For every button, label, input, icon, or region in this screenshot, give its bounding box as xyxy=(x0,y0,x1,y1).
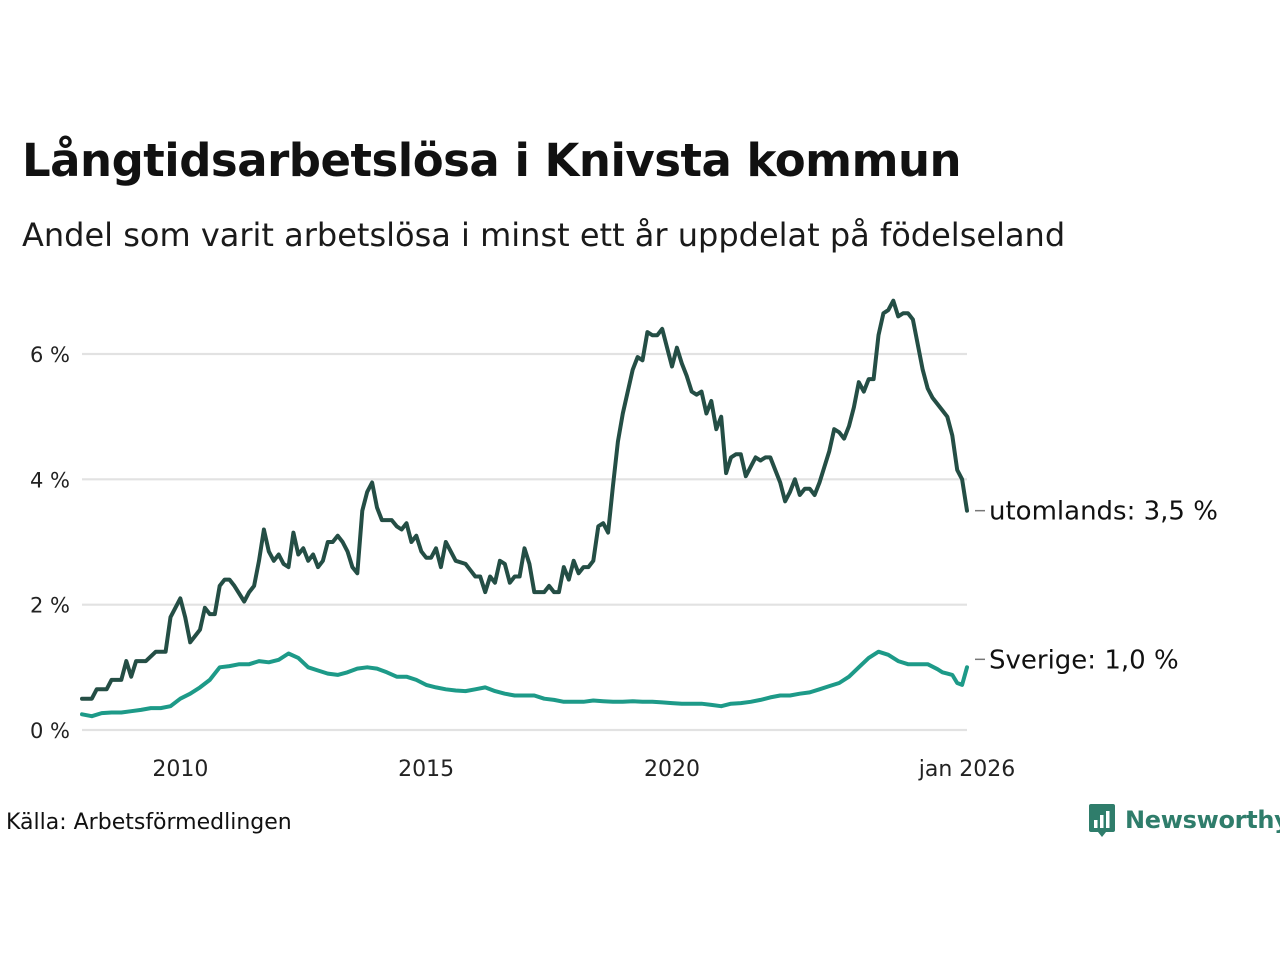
series-end-labels: utomlands: 3,5 % Sverige: 1,0 % xyxy=(975,497,1218,675)
newsworthy-logo[interactable]: Newsworthy xyxy=(1087,802,1280,838)
end-label-sverige: Sverige: 1,0 % xyxy=(989,645,1179,675)
newsworthy-logo-text: Newsworthy xyxy=(1125,806,1280,834)
y-tick-label: 6 % xyxy=(30,343,70,367)
chart-subtitle: Andel som varit arbetslösa i minst ett å… xyxy=(22,216,1066,254)
x-tick-label: 2010 xyxy=(152,757,208,782)
x-tick-label: 2015 xyxy=(398,757,454,782)
series-line-utomlands xyxy=(80,298,969,701)
chart-title: Långtidsarbetslösa i Knivsta kommun xyxy=(22,134,962,187)
x-tick-label: 2020 xyxy=(644,757,700,782)
y-tick-label: 0 % xyxy=(30,719,70,743)
y-tick-label: 2 % xyxy=(30,594,70,618)
newsworthy-logo-icon xyxy=(1089,804,1115,837)
x-axis-tick-labels: 2010 2015 2020 jan 2026 xyxy=(152,757,1015,782)
y-tick-label: 4 % xyxy=(30,468,70,492)
source-note: Källa: Arbetsförmedlingen xyxy=(6,810,292,835)
x-tick-label: jan 2026 xyxy=(918,757,1016,782)
end-label-utomlands: utomlands: 3,5 % xyxy=(989,497,1218,527)
series-lines xyxy=(80,298,969,719)
y-axis-tick-labels: 0 % 2 % 4 % 6 % xyxy=(30,343,70,743)
series-line-sverige xyxy=(80,649,969,719)
